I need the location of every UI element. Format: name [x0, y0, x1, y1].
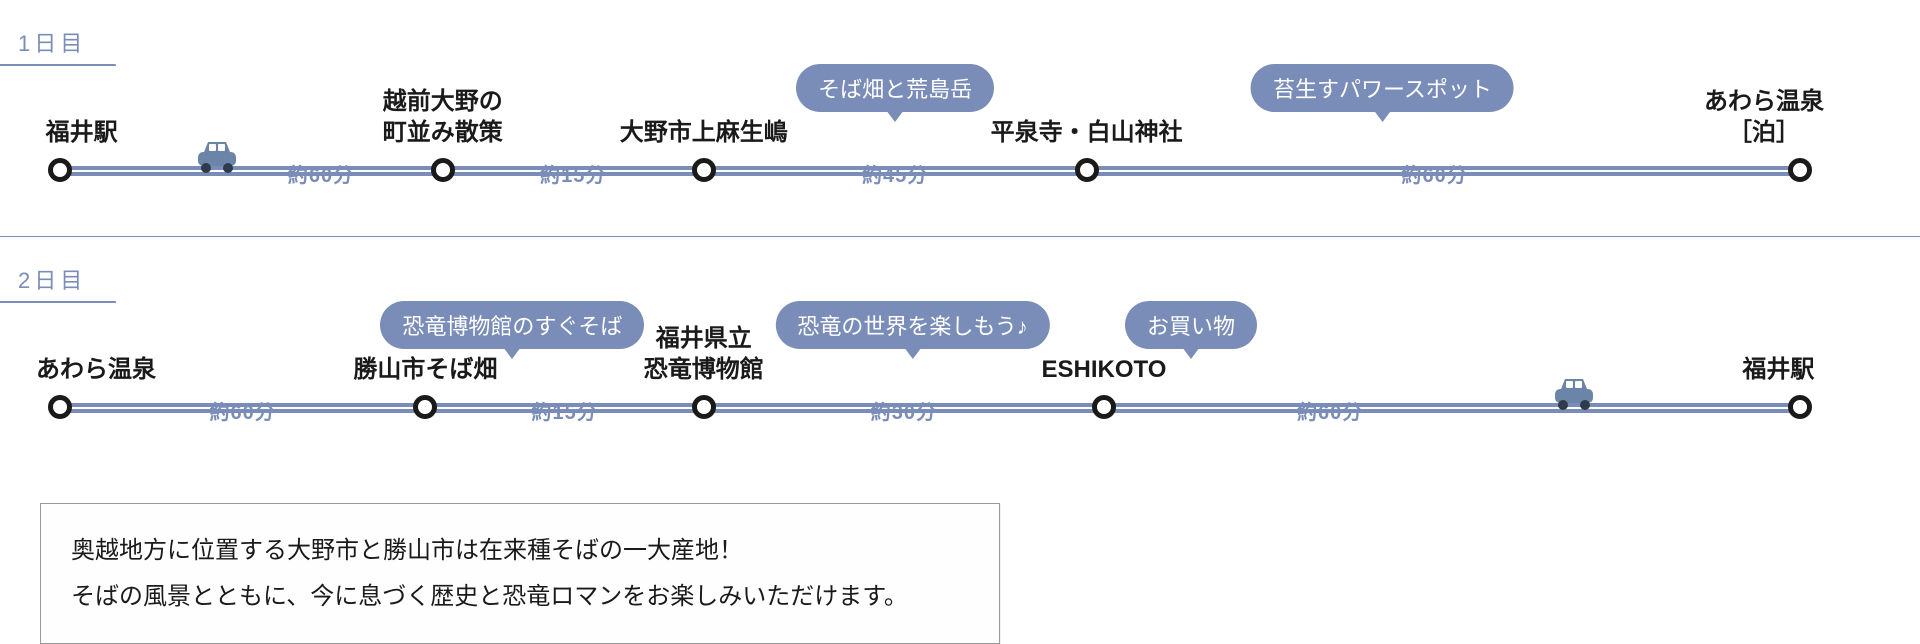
car-icon [192, 138, 242, 181]
timeline-stop: あわら温泉 [48, 395, 72, 419]
stop-dot [48, 158, 72, 182]
duration-label: 約45分 [862, 159, 928, 188]
stop-label: あわら温泉［泊］ [1704, 86, 1824, 148]
stop-dot [692, 158, 716, 182]
stop-label: 福井駅 [46, 117, 118, 148]
timeline-stop: 福井県立恐竜博物館 [692, 395, 716, 419]
description-box: 奥越地方に位置する大野市と勝山市は在来種そばの一大産地！ そばの風景とともに、今… [40, 503, 1000, 644]
day2-section: 2日目 あわら温泉勝山市そば畑福井県立恐竜博物館ESHIKOTO福井駅約60分約… [0, 237, 1920, 473]
timeline-stop: 勝山市そば畑 [413, 395, 437, 419]
day2-timeline: あわら温泉勝山市そば畑福井県立恐竜博物館ESHIKOTO福井駅約60分約15分約… [60, 323, 1800, 443]
timeline-stop: 福井駅 [1788, 395, 1812, 419]
duration-label: 約60分 [210, 396, 276, 425]
timeline-stop: 福井駅 [48, 158, 72, 182]
timeline-stop: 平泉寺・白山神社 [1075, 158, 1099, 182]
stop-dot [1092, 395, 1116, 419]
duration-label: 約60分 [288, 159, 354, 188]
stop-dot [413, 395, 437, 419]
callout-bubble: 苔生すパワースポット [1251, 64, 1514, 112]
stop-dot [1075, 158, 1099, 182]
stop-label: 平泉寺・白山神社 [991, 117, 1183, 148]
stop-dot [431, 158, 455, 182]
stop-label: 福井県立恐竜博物館 [644, 323, 764, 385]
stop-label: あわら温泉 [36, 354, 156, 385]
day1-timeline: 福井駅越前大野の町並み散策大野市上麻生嶋平泉寺・白山神社あわら温泉［泊］約60分… [60, 86, 1800, 206]
callout-bubble: 恐竜の世界を楽しもう♪ [775, 301, 1049, 349]
stop-dot [48, 395, 72, 419]
duration-label: 約60分 [1401, 159, 1467, 188]
timeline-stop: 越前大野の町並み散策 [431, 158, 455, 182]
timeline-stop: あわら温泉［泊］ [1788, 158, 1812, 182]
duration-label: 約15分 [531, 396, 597, 425]
car-icon [1549, 375, 1599, 418]
stop-label: 勝山市そば畑 [353, 354, 497, 385]
description-line1: 奥越地方に位置する大野市と勝山市は在来種そばの一大産地！ [71, 528, 969, 574]
description-line2: そばの風景とともに、今に息づく歴史と恐竜ロマンをお楽しみいただけます。 [71, 574, 969, 620]
stop-dot [1788, 158, 1812, 182]
day2-tag: 2日目 [0, 257, 116, 303]
duration-label: 約30分 [871, 396, 937, 425]
callout-bubble: そば畑と荒島岳 [796, 64, 994, 112]
stop-label: 福井駅 [1742, 354, 1814, 385]
day1-tag: 1日目 [0, 20, 116, 66]
duration-label: 約60分 [1297, 396, 1363, 425]
day1-section: 1日目 福井駅越前大野の町並み散策大野市上麻生嶋平泉寺・白山神社あわら温泉［泊］… [0, 0, 1920, 237]
stop-dot [1788, 395, 1812, 419]
timeline-stop: ESHIKOTO [1092, 395, 1116, 419]
timeline-stop: 大野市上麻生嶋 [692, 158, 716, 182]
callout-bubble: 恐竜博物館のすぐそば [380, 301, 644, 349]
stop-label: 越前大野の町並み散策 [383, 86, 503, 148]
stop-label: ESHIKOTO [1042, 354, 1167, 385]
stop-label: 大野市上麻生嶋 [620, 117, 788, 148]
stop-dot [692, 395, 716, 419]
duration-label: 約15分 [540, 159, 606, 188]
callout-bubble: お買い物 [1125, 301, 1257, 349]
